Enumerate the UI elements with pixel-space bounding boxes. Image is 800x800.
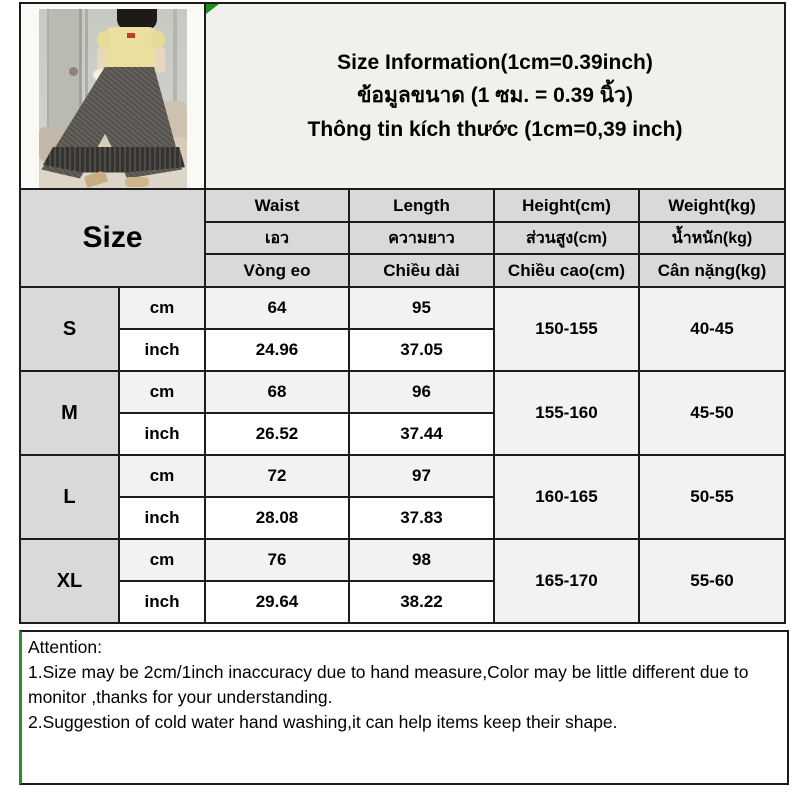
title-english: Size Information(1cm=0.39inch) <box>337 51 653 75</box>
unit-label-cm: cm <box>118 538 206 582</box>
unit-label-inch: inch <box>118 496 206 540</box>
table-row: inch 29.64 38.22 <box>20 580 785 624</box>
product-photo <box>38 8 187 187</box>
weight-m: 45-50 <box>638 370 786 456</box>
weight-l: 50-55 <box>638 454 786 540</box>
attention-note-2: 2.Suggestion of cold water hand washing,… <box>28 711 618 732</box>
col-header-weight-en: Weight(kg) <box>638 188 786 223</box>
unit-label-inch: inch <box>118 580 206 624</box>
col-header-height-th: ส่วนสูง(cm) <box>493 221 640 255</box>
photo-model-sleeve <box>150 30 165 49</box>
photo-wall-trim <box>172 8 177 119</box>
attention-heading: Attention: <box>28 637 102 657</box>
size-table: Size Information(1cm=0.39inch) ข้อมูลขนา… <box>19 2 786 624</box>
length-inch-m: 37.44 <box>348 412 495 456</box>
height-m: 155-160 <box>493 370 640 456</box>
size-label-s: S <box>19 286 120 372</box>
photo-top-logo <box>126 32 135 38</box>
size-column-header: Size <box>19 188 206 288</box>
photo-model-sleeve <box>96 30 111 49</box>
length-cm-xl: 98 <box>348 538 495 582</box>
attention-note-1: 1.Size may be 2cm/1inch inaccuracy due t… <box>28 661 749 707</box>
size-label-m: M <box>19 370 120 456</box>
col-header-length-vi: Chiều dài <box>348 253 495 288</box>
length-cm-s: 95 <box>348 286 495 330</box>
col-header-waist-vi: Vòng eo <box>204 253 350 288</box>
waist-inch-xl: 29.64 <box>204 580 350 624</box>
photo-model-arm <box>155 46 165 73</box>
size-label-xl: XL <box>19 538 120 624</box>
green-corner-marker <box>206 4 219 14</box>
title-cell: Size Information(1cm=0.39inch) ข้อมูลขนา… <box>204 2 786 190</box>
photo-wall-trim <box>84 8 88 129</box>
table-row: M cm 68 96 155-160 45-50 <box>19 370 786 456</box>
length-cm-m: 96 <box>348 370 495 414</box>
table-row: inch 28.08 37.83 <box>20 496 785 540</box>
table-row: S cm 64 95 150-155 40-45 <box>19 286 786 372</box>
unit-label-inch: inch <box>118 412 206 456</box>
size-label-l: L <box>19 454 120 540</box>
length-inch-s: 37.05 <box>348 328 495 372</box>
col-header-height-en: Height(cm) <box>493 188 640 223</box>
waist-inch-l: 28.08 <box>204 496 350 540</box>
waist-inch-m: 26.52 <box>204 412 350 456</box>
table-row: inch 24.96 37.05 <box>20 328 785 372</box>
unit-label-inch: inch <box>118 328 206 372</box>
photo-lace-hem <box>42 146 186 173</box>
length-inch-l: 37.83 <box>348 496 495 540</box>
col-header-length-en: Length <box>348 188 495 223</box>
col-header-weight-vi: Cân nặng(kg) <box>638 253 786 288</box>
height-l: 160-165 <box>493 454 640 540</box>
col-header-waist-th: เอว <box>204 221 350 255</box>
waist-cm-s: 64 <box>204 286 350 330</box>
unit-label-cm: cm <box>118 286 206 330</box>
table-row: XL cm 76 98 165-170 55-60 <box>19 538 786 624</box>
unit-label-cm: cm <box>118 454 206 498</box>
waist-cm-xl: 76 <box>204 538 350 582</box>
product-photo-cell <box>19 2 206 190</box>
title-vietnamese: Thông tin kích thước (1cm=0,39 inch) <box>307 117 683 141</box>
waist-cm-l: 72 <box>204 454 350 498</box>
unit-label-cm: cm <box>118 370 206 414</box>
height-xl: 165-170 <box>493 538 640 624</box>
table-row: L cm 72 97 160-165 50-55 <box>19 454 786 540</box>
photo-shoe <box>124 176 149 187</box>
title-thai: ข้อมูลขนาด (1 ซม. = 0.39 นิ้ว) <box>357 84 633 108</box>
col-header-weight-th: น้ำหนัก(kg) <box>638 221 786 255</box>
waist-cm-m: 68 <box>204 370 350 414</box>
weight-xl: 55-60 <box>638 538 786 624</box>
col-header-height-vi: Chiều cao(cm) <box>493 253 640 288</box>
weight-s: 40-45 <box>638 286 786 372</box>
photo-model-arm <box>96 46 106 73</box>
length-cm-l: 97 <box>348 454 495 498</box>
table-row: inch 26.52 37.44 <box>20 412 785 456</box>
height-s: 150-155 <box>493 286 640 372</box>
length-inch-xl: 38.22 <box>348 580 495 624</box>
col-header-length-th: ความยาว <box>348 221 495 255</box>
col-header-waist-en: Waist <box>204 188 350 223</box>
waist-inch-s: 24.96 <box>204 328 350 372</box>
photo-door-knob <box>68 66 78 76</box>
attention-box: Attention: 1.Size may be 2cm/1inch inacc… <box>19 630 789 785</box>
